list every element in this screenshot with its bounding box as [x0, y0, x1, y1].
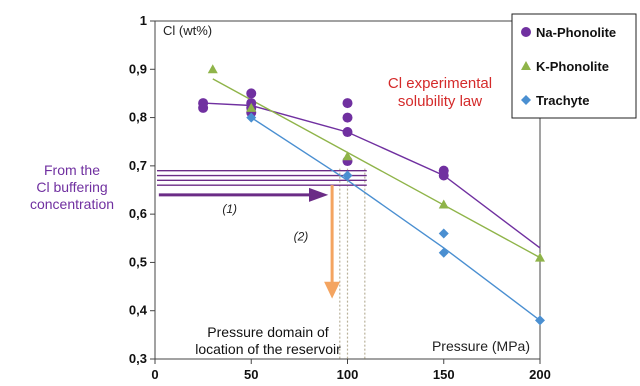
left-label-line: From the [44, 162, 100, 178]
y-tick-label: 0,3 [129, 351, 147, 366]
pressure-domain-label: Pressure domain of [207, 324, 329, 340]
legend-entry: Trachyte [536, 93, 589, 108]
step-1-label: (1) [222, 202, 237, 216]
y-tick-label: 0,7 [129, 158, 147, 173]
y-tick-label: 0,9 [129, 61, 147, 76]
data-point [342, 112, 353, 123]
legend: Na-Phonolite K-Phonolite Trachyte [511, 13, 637, 119]
data-point [438, 228, 449, 239]
data-point [198, 102, 209, 113]
legend-marker [521, 27, 531, 37]
trend-line [250, 117, 541, 321]
legend-entry: K-Phonolite [536, 59, 609, 74]
step-2-label: (2) [294, 230, 309, 244]
arrow-step-2-head [324, 281, 341, 299]
data-point [207, 64, 218, 74]
chart-title-line: solubility law [398, 93, 482, 110]
left-label-line: Cl buffering [36, 179, 107, 195]
data-point [438, 247, 449, 258]
x-tick-label: 100 [337, 367, 359, 382]
y-tick-label: 0,8 [129, 110, 147, 125]
x-axis-label: Pressure (MPa) [432, 338, 530, 354]
y-tick-label: 0,5 [129, 254, 147, 269]
data-point [535, 252, 545, 262]
y-axis-label: Cl (wt%) [163, 23, 212, 38]
data-point [246, 88, 257, 99]
trend-line [212, 78, 541, 259]
legend-box [511, 13, 637, 119]
arrow-step-1-head [309, 187, 329, 202]
x-tick-label: 0 [151, 367, 158, 382]
axes: 0,3 0,4 0,5 0,6 0,7 0,8 0,9 1 0 50 100 150 200 Cl (wt… [129, 13, 551, 382]
y-tick-label: 0,4 [129, 303, 148, 318]
pressure-domain-label: location of the reservoir [195, 341, 341, 357]
data-point [342, 151, 353, 161]
x-tick-label: 150 [433, 367, 455, 382]
legend-marker [521, 61, 531, 70]
x-tick-label: 200 [529, 367, 551, 382]
data-points [198, 64, 545, 326]
data-point [342, 98, 353, 109]
legend-marker [521, 95, 531, 105]
x-tick-label: 50 [244, 367, 258, 382]
y-tick-label: 0,6 [129, 206, 147, 221]
data-point [342, 127, 353, 138]
data-point [342, 170, 353, 181]
chart-title-line: Cl experimental [388, 75, 492, 92]
y-tick-label: 1 [140, 13, 147, 28]
data-point [438, 170, 449, 181]
data-point [246, 102, 257, 112]
legend-entry: Na-Phonolite [536, 25, 616, 40]
data-point [438, 199, 449, 209]
data-point [535, 315, 545, 326]
left-label-line: concentration [30, 196, 114, 212]
data-point [246, 112, 257, 123]
